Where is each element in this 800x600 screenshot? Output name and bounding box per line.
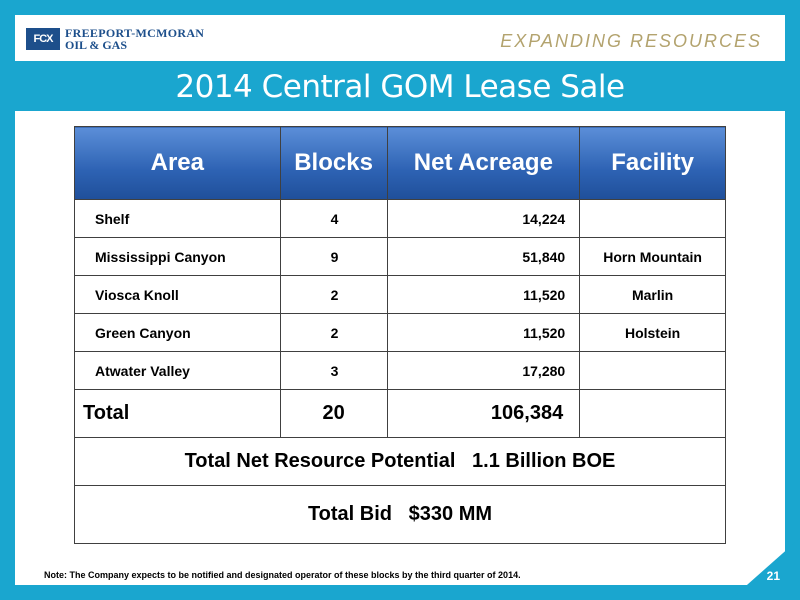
column-header-blocks: Blocks xyxy=(279,126,388,200)
cell-acreage: 14,224 xyxy=(386,199,581,238)
cell-area: Mississippi Canyon xyxy=(74,237,281,276)
title-bar: 2014 Central GOM Lease Sale xyxy=(15,61,785,111)
header-area xyxy=(15,15,785,61)
column-header-net-acreage: Net Acreage xyxy=(386,126,581,200)
logo-line-2: OIL & GAS xyxy=(65,38,128,52)
total-blocks: 20 xyxy=(279,389,388,438)
cell-area: Viosca Knoll xyxy=(74,275,281,314)
table-row: Mississippi Canyon 9 51,840 Horn Mountai… xyxy=(74,237,726,276)
right-border xyxy=(785,0,800,600)
total-label: Total xyxy=(74,389,281,438)
table-header-row: Area Blocks Net Acreage Facility xyxy=(74,126,726,200)
page-number: 21 xyxy=(766,569,780,583)
logo-line-1: FREEPORT-MCMORAN xyxy=(65,26,205,40)
cell-facility: Holstein xyxy=(579,313,726,352)
tagline: EXPANDING RESOURCES xyxy=(500,31,762,51)
total-row: Total 20 106,384 xyxy=(74,389,726,438)
cell-blocks: 2 xyxy=(279,275,388,314)
cell-facility xyxy=(579,351,726,390)
corner-accent xyxy=(730,538,800,600)
cell-area: Shelf xyxy=(74,199,281,238)
table-row: Shelf 4 14,224 xyxy=(74,199,726,238)
column-header-area: Area xyxy=(74,126,281,200)
cell-area: Green Canyon xyxy=(74,313,281,352)
cell-facility: Horn Mountain xyxy=(579,237,726,276)
company-logo: FCX FREEPORT-MCMORAN OIL & GAS xyxy=(26,27,204,51)
total-acreage: 106,384 xyxy=(386,389,581,438)
cell-area: Atwater Valley xyxy=(74,351,281,390)
column-header-facility: Facility xyxy=(579,126,726,200)
total-bid-row: Total Bid $330 MM xyxy=(74,485,726,544)
cell-blocks: 4 xyxy=(279,199,388,238)
cell-facility: Marlin xyxy=(579,275,726,314)
table-row: Atwater Valley 3 17,280 xyxy=(74,351,726,390)
logo-text: FREEPORT-MCMORAN OIL & GAS xyxy=(65,27,204,51)
resource-potential-text: Total Net Resource Potential 1.1 Billion… xyxy=(74,437,726,486)
slide-title: 2014 Central GOM Lease Sale xyxy=(175,69,625,105)
logo-mark-icon: FCX xyxy=(26,28,60,50)
top-border xyxy=(0,0,800,15)
lease-sale-table: Area Blocks Net Acreage Facility Shelf 4… xyxy=(74,126,726,544)
table-row: Viosca Knoll 2 11,520 Marlin xyxy=(74,275,726,314)
cell-blocks: 9 xyxy=(279,237,388,276)
cell-blocks: 3 xyxy=(279,351,388,390)
cell-acreage: 17,280 xyxy=(386,351,581,390)
footnote: Note: The Company expects to be notified… xyxy=(44,570,521,580)
bottom-border xyxy=(0,585,800,600)
left-border xyxy=(0,0,15,600)
cell-acreage: 11,520 xyxy=(386,313,581,352)
cell-facility xyxy=(579,199,726,238)
total-bid-text: Total Bid $330 MM xyxy=(74,485,726,544)
cell-acreage: 11,520 xyxy=(386,275,581,314)
table-row: Green Canyon 2 11,520 Holstein xyxy=(74,313,726,352)
total-facility-empty xyxy=(579,389,726,438)
cell-blocks: 2 xyxy=(279,313,388,352)
cell-acreage: 51,840 xyxy=(386,237,581,276)
resource-potential-row: Total Net Resource Potential 1.1 Billion… xyxy=(74,437,726,486)
